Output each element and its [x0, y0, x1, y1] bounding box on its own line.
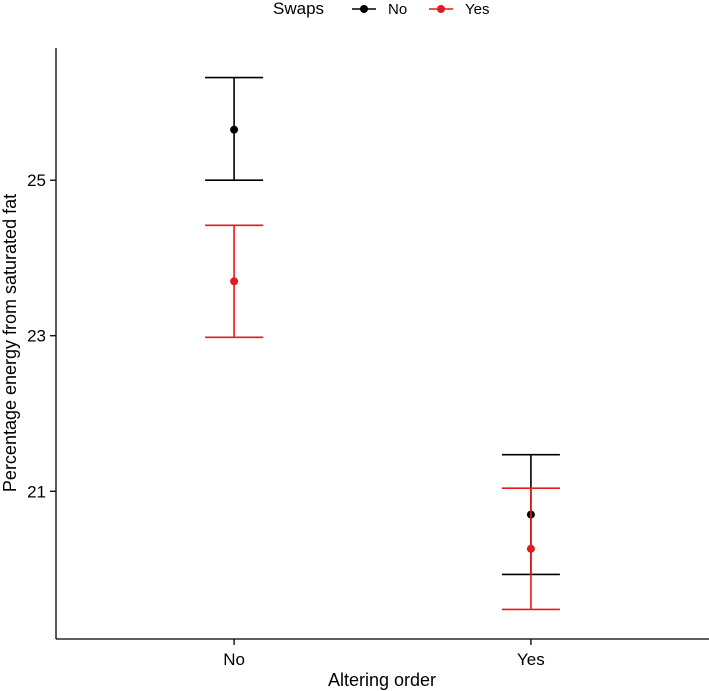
y-axis-title: Percentage energy from saturated fat — [0, 194, 20, 492]
series-no — [205, 76, 560, 576]
data-point — [526, 544, 535, 553]
y-tick-label: 25 — [27, 171, 46, 190]
x-tick-label: Yes — [517, 650, 545, 669]
plot-area — [205, 76, 560, 611]
legend-title: Swaps — [273, 0, 324, 18]
x-tick-label: No — [223, 650, 245, 669]
legend-label: Yes — [465, 1, 489, 18]
x-axis-title: Altering order — [328, 670, 436, 690]
legend-key-marker — [437, 5, 445, 13]
series-yes — [205, 224, 560, 611]
y-tick-label: 23 — [27, 327, 46, 346]
y-tick-label: 21 — [27, 482, 46, 501]
data-point — [230, 277, 239, 286]
legend-label: No — [388, 1, 407, 18]
legend-key-marker — [360, 5, 368, 13]
legend: Swaps No Yes — [273, 0, 489, 18]
axes: 21 23 25 No Yes Altering order Percentage e… — [0, 48, 709, 690]
data-point — [230, 125, 239, 134]
